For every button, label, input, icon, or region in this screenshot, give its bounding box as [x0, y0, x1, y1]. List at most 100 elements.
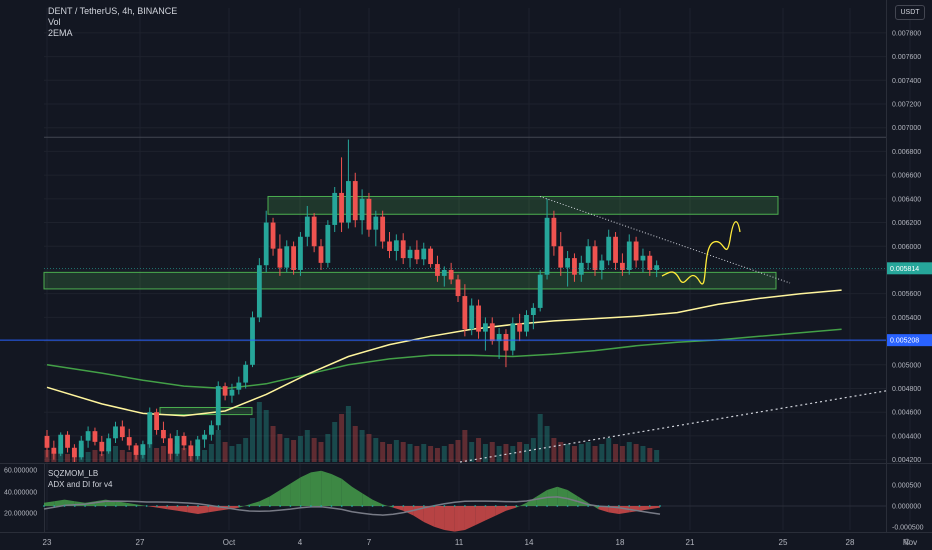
- candle-body: [236, 382, 242, 390]
- price-tick-label: 0.007000: [892, 125, 921, 132]
- gear-icon[interactable]: ⚙: [903, 537, 912, 547]
- ema-indicator-label[interactable]: 2EMA: [48, 28, 73, 38]
- volume-bar: [428, 446, 434, 462]
- candle-body: [291, 246, 296, 270]
- volume-bar: [544, 426, 550, 462]
- squeeze-dot: [166, 505, 169, 507]
- candle-body: [400, 240, 406, 259]
- candle-body: [209, 425, 214, 435]
- momentum-area: [506, 506, 517, 511]
- candle-body: [126, 437, 132, 446]
- squeeze-dot: [217, 505, 220, 507]
- candle-body: [325, 224, 331, 263]
- time-tick-label: Nov: [903, 538, 917, 547]
- squeeze-dot: [474, 505, 477, 507]
- candle-body: [407, 249, 413, 259]
- squeeze-dot: [484, 505, 487, 507]
- candle-body: [250, 317, 255, 365]
- volume-bar: [441, 446, 447, 462]
- squeeze-dot: [104, 505, 107, 507]
- volume-bar: [277, 434, 283, 462]
- ema-lines: [46, 289, 842, 417]
- volume-bar: [469, 442, 475, 462]
- adx-label[interactable]: ADX and DI for v4: [48, 480, 113, 489]
- squeeze-dot: [258, 505, 261, 507]
- price-axis[interactable]: 0.007800 0.007600 0.007400 0.007200 0.007000…: [887, 30, 932, 464]
- candle-body: [469, 305, 475, 330]
- squeeze-dot: [330, 505, 333, 507]
- squeeze-dot: [145, 505, 148, 507]
- volume-bar: [619, 446, 625, 462]
- squeeze-dot: [340, 505, 343, 507]
- volume-bar: [222, 442, 228, 462]
- squeeze-dot: [597, 505, 600, 507]
- candle-body: [51, 447, 57, 454]
- squeeze-dot: [94, 505, 97, 507]
- volume-bar: [256, 402, 262, 462]
- sqzmom-label[interactable]: SQZMOM_LB: [48, 469, 99, 478]
- volume-bar: [558, 442, 564, 462]
- momentum-area: [156, 506, 168, 510]
- candle-body: [359, 198, 365, 221]
- candle-body: [263, 222, 269, 266]
- volume-bar: [65, 454, 71, 462]
- candle-body: [537, 274, 543, 308]
- momentum-area: [208, 506, 219, 513]
- price-tick-label: 0.004400: [892, 433, 921, 440]
- squeeze-dot: [648, 505, 651, 507]
- zone-resistance: [267, 195, 779, 215]
- last-price-badge: 0.005814: [890, 266, 919, 273]
- volume-bar: [489, 442, 495, 462]
- volume-bar: [455, 440, 461, 462]
- time-axis[interactable]: 23 27 Oct 4 7 11 14 18 21 25 28 Nov: [43, 538, 918, 547]
- squeeze-dot: [505, 505, 507, 507]
- candle-body: [140, 444, 146, 455]
- volume-bar: [304, 430, 310, 462]
- volume-bar: [565, 444, 571, 462]
- squeeze-dot: [43, 505, 45, 507]
- left-scale-label: 60.000000: [4, 468, 37, 475]
- candle-body: [544, 217, 550, 275]
- candle-body: [154, 412, 159, 430]
- descending-trendline: [539, 196, 791, 284]
- level-price-badge: 0.005208: [890, 338, 919, 345]
- candle-body: [572, 258, 577, 275]
- volume-bar: [448, 444, 454, 462]
- price-tick-label: 0.004200: [892, 457, 921, 464]
- volume-bar: [181, 448, 187, 462]
- currency-button[interactable]: USDT: [895, 5, 925, 20]
- volume-indicator-label[interactable]: Vol: [48, 17, 61, 27]
- squeeze-dot: [351, 505, 353, 507]
- time-tick-label: 21: [686, 538, 695, 547]
- squeeze-dot: [618, 505, 620, 507]
- momentum-area: [269, 490, 281, 506]
- candle-body: [147, 412, 153, 445]
- candle-body: [483, 323, 488, 332]
- volume-bar: [263, 410, 269, 462]
- candle-body: [332, 192, 338, 225]
- volume-bar: [352, 426, 358, 462]
- time-tick-label: 14: [525, 538, 534, 547]
- squeeze-dot: [320, 505, 323, 507]
- candle-body: [215, 386, 221, 426]
- volume-bar: [599, 444, 605, 462]
- volume-bar: [640, 446, 646, 462]
- squeeze-dot: [156, 505, 158, 507]
- time-tick-label: 4: [298, 538, 303, 547]
- momentum-area: [567, 490, 578, 506]
- volume-bar: [462, 430, 468, 462]
- candle-body: [524, 315, 529, 332]
- volume-bar: [393, 440, 399, 462]
- candle-body: [188, 445, 194, 457]
- symbol-title[interactable]: DENT / TetherUS, 4h, BINANCE: [48, 6, 178, 16]
- candle-body: [352, 181, 358, 221]
- candle-body: [393, 240, 399, 252]
- momentum-area: [249, 501, 260, 506]
- volume-bar: [85, 452, 91, 462]
- squeeze-dot: [525, 505, 528, 507]
- candle-body: [202, 434, 207, 440]
- time-tick-label: 23: [43, 538, 52, 547]
- volume-bar: [92, 450, 98, 462]
- candle-body: [85, 431, 91, 441]
